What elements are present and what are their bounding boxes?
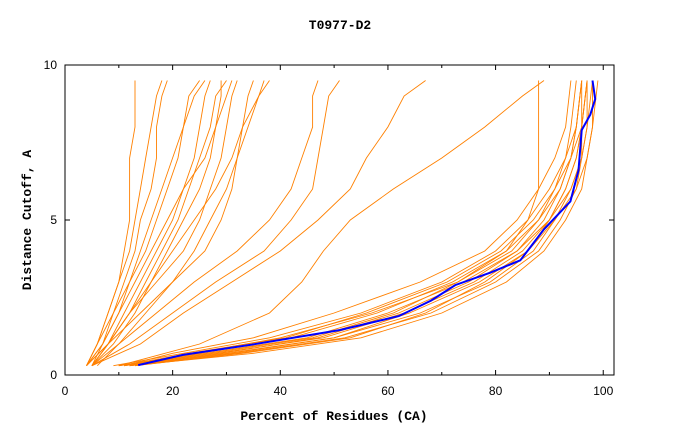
model-line-9: [129, 80, 588, 367]
model-line-8: [118, 80, 583, 367]
plot-lines: [86, 80, 599, 367]
x-tick-label: 40: [274, 384, 288, 398]
model-line-other-12: [86, 80, 233, 366]
axis-ticks: 0 20 40 60 80 100 0 5 10: [44, 58, 614, 398]
model-line-other-14: [86, 80, 163, 366]
highlight-line: [137, 80, 597, 367]
x-tick-label: 60: [381, 384, 395, 398]
model-line-5: [118, 80, 583, 367]
model-line-other-2: [91, 80, 340, 367]
y-tick-label: 5: [50, 213, 57, 227]
model-line-other-7: [91, 80, 168, 366]
model-line-13: [134, 80, 583, 367]
x-tick-label: 80: [489, 384, 503, 398]
model-line-7: [124, 80, 572, 367]
model-line-other-10: [86, 80, 206, 366]
model-line-6: [129, 80, 593, 367]
chart-title: T0977-D2: [309, 18, 372, 33]
model-line-other-3: [91, 80, 319, 367]
model-line-other-9: [91, 80, 211, 366]
model-line-other-0: [118, 80, 545, 367]
model-line-3: [113, 80, 577, 367]
y-tick-label: 10: [44, 58, 58, 72]
model-line-other-8: [86, 80, 200, 366]
plot-frame: [64, 64, 615, 376]
model-line-0: [118, 80, 583, 367]
model-line-other-5: [86, 80, 238, 367]
model-line-10: [124, 80, 540, 367]
x-tick-label: 0: [62, 384, 69, 398]
y-axis-label: Distance Cutoff, A: [20, 150, 35, 291]
x-tick-label: 100: [593, 384, 613, 398]
model-line-other-16: [91, 80, 270, 366]
model-line-12: [124, 80, 588, 367]
model-line-other-4: [86, 80, 254, 367]
y-tick-label: 0: [50, 368, 57, 382]
model-line-other-1: [91, 80, 426, 367]
x-tick-label: 20: [166, 384, 180, 398]
x-axis-label: Percent of Residues (CA): [240, 409, 427, 424]
model-line-other-13: [91, 80, 222, 367]
model-line-other-15: [96, 80, 265, 367]
